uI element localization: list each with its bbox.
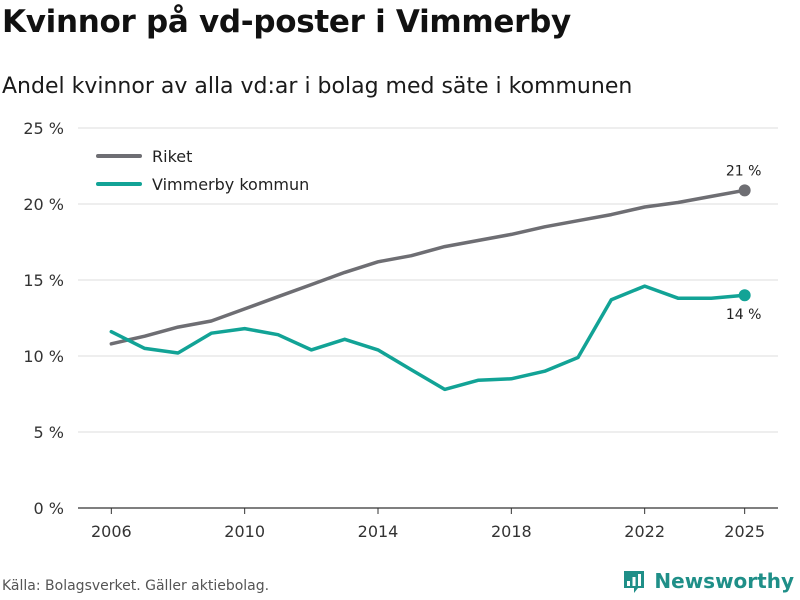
gridlines — [78, 127, 778, 509]
legend-label: Vimmerby kommun — [152, 175, 309, 194]
end-value-label: 21 % — [726, 163, 762, 179]
brand-name: Newsworthy — [654, 569, 794, 593]
y-axis: 0 % 5 % 10 % 15 % 20 % 25 % — [23, 119, 64, 518]
y-tick-label: 15 % — [23, 271, 64, 290]
legend-label: Riket — [152, 147, 192, 166]
end-labels: 21 % 14 % — [726, 163, 762, 323]
chart-title: Kvinnor på vd-poster i Vimmerby — [2, 4, 571, 40]
end-point-marker — [738, 289, 751, 302]
x-tick-label: 2022 — [624, 522, 665, 541]
x-tick-label: 2025 — [724, 522, 765, 541]
x-tick-label: 2006 — [91, 522, 132, 541]
x-tick-label: 2010 — [224, 522, 265, 541]
y-tick-label: 5 % — [34, 423, 64, 442]
series-line-1 — [109, 284, 747, 392]
source-note: Källa: Bolagsverket. Gäller aktiebolag. — [2, 578, 270, 594]
x-axis: 2006 2010 2014 2018 2022 2025 — [91, 508, 765, 541]
y-tick-label: 10 % — [23, 347, 64, 366]
brand-logo[interactable]: Newsworthy — [622, 568, 794, 594]
chart-subtitle: Andel kvinnor av alla vd:ar i bolag med … — [2, 74, 633, 99]
end-value-label: 14 % — [726, 307, 762, 323]
y-tick-label: 25 % — [23, 119, 64, 138]
series-lines — [109, 184, 751, 392]
bar-chart-logo-icon — [624, 571, 645, 593]
x-tick-label: 2018 — [491, 522, 532, 541]
y-tick-label: 20 % — [23, 195, 64, 214]
end-point-marker — [738, 184, 751, 197]
x-tick-label: 2014 — [358, 522, 399, 541]
legend: Riket Vimmerby kommun — [96, 147, 309, 194]
series-line-0 — [109, 188, 747, 346]
y-tick-label: 0 % — [34, 499, 64, 518]
